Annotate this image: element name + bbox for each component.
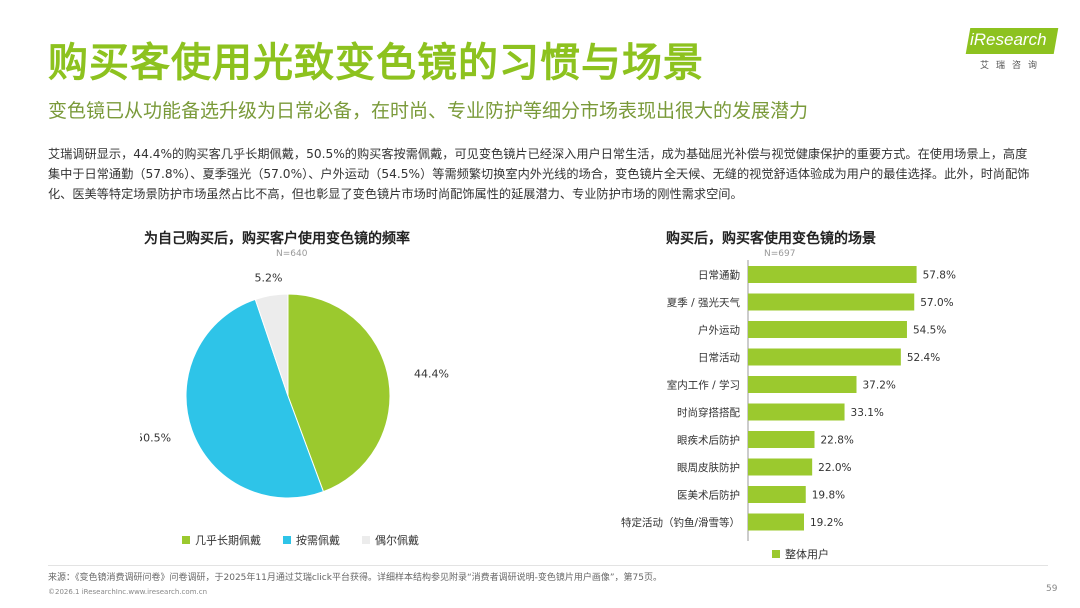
- bar-value-label: 33.1%: [851, 407, 884, 419]
- legend-label: 偶尔佩戴: [375, 534, 419, 547]
- legend-label: 几乎长期佩戴: [195, 534, 261, 547]
- source-note: 来源：《变色镜消费调研问卷》问卷调研，于2025年11月通过艾瑞click平台获…: [48, 573, 662, 583]
- bar-value-label: 37.2%: [863, 380, 896, 392]
- pie-slice-1: [185, 298, 325, 499]
- bar-chart: 日常通勤 57.8% 夏季 / 强光天气 57.0% 户外运动 54.5% 日常活动 52.4…: [621, 260, 956, 541]
- bar-chart-n: N=697: [764, 249, 796, 259]
- bar-category-label: 夏季 / 强光天气: [667, 296, 741, 309]
- bar-chart-title: 购买后，购买客使用变色镜的场景: [666, 231, 876, 247]
- bar-value-label: 57.8%: [923, 270, 956, 282]
- pie-label-1: 50.5%: [140, 431, 171, 444]
- bar-category-label: 医美术后防护: [677, 489, 740, 502]
- bar-category-label: 特定活动（钓鱼/滑雪等）: [621, 516, 740, 529]
- logo-text: iResearch: [970, 30, 1047, 49]
- pie-legend-item-0: 几乎长期佩戴: [182, 532, 261, 548]
- bar-category-label: 日常通勤: [698, 269, 740, 282]
- pie-legend: 几乎长期佩戴 按需佩戴 偶尔佩戴: [182, 532, 441, 548]
- pie-chart: 44.4% 50.5% 5.2%: [140, 272, 449, 499]
- bar-4: [748, 376, 857, 393]
- bar-category-label: 户外运动: [698, 324, 740, 337]
- bar-category-label: 日常活动: [698, 351, 740, 364]
- page-number: 59: [1046, 584, 1058, 594]
- legend-swatch: [362, 536, 370, 544]
- page-title: 购买客使用光致变色镜的习惯与场景: [48, 40, 704, 86]
- pie-label-0: 44.4%: [414, 367, 449, 380]
- bar-value-label: 19.8%: [812, 490, 845, 502]
- bar-9: [748, 513, 804, 531]
- bar-8: [748, 486, 806, 503]
- bar-6: [748, 431, 815, 448]
- pie-legend-item-2: 偶尔佩戴: [362, 532, 419, 548]
- bar-1: [748, 293, 915, 311]
- bar-value-label: 22.0%: [818, 462, 851, 474]
- bar-category-label: 眼疾术后防护: [677, 434, 740, 447]
- iresearch-logo: iResearch 艾瑞咨询: [962, 28, 1059, 72]
- bar-5: [748, 403, 845, 421]
- legend-swatch: [182, 536, 190, 544]
- bar-value-label: 22.8%: [821, 435, 854, 447]
- pie-label-2: 5.2%: [255, 272, 283, 285]
- bar-category-label: 室内工作 / 学习: [667, 379, 740, 392]
- bar-7: [748, 458, 813, 476]
- legend-label: 整体用户: [785, 548, 829, 561]
- legend-label: 按需佩戴: [296, 534, 340, 547]
- bar-category-label: 眼周皮肤防护: [677, 461, 740, 474]
- summary-paragraph: 艾瑞调研显示，44.4%的购买客几乎长期佩戴，50.5%的购买客按需佩戴，可见变…: [48, 147, 1030, 201]
- legend-swatch: [772, 550, 780, 558]
- bar-3: [748, 348, 901, 366]
- bar-value-label: 57.0%: [920, 297, 953, 309]
- bar-0: [748, 266, 917, 283]
- legend-swatch: [283, 536, 291, 544]
- bar-2: [748, 321, 907, 338]
- page-subtitle: 变色镜已从功能备选升级为日常必备，在时尚、专业防护等细分市场表现出很大的发展潜力: [48, 100, 809, 122]
- bar-legend: 整体用户: [772, 546, 851, 562]
- pie-chart-title: 为自己购买后，购买客户使用变色镜的频率: [144, 231, 410, 247]
- copyright: ©2026.1 iResearchInc.www.iresearch.com.c…: [48, 588, 208, 596]
- bar-value-label: 54.5%: [913, 325, 946, 337]
- pie-slice-2: [254, 293, 289, 397]
- bar-category-label: 时尚穿搭搭配: [677, 406, 740, 419]
- logo-subtext: 艾瑞咨询: [980, 61, 1045, 71]
- bar-value-label: 19.2%: [810, 517, 843, 529]
- bar-value-label: 52.4%: [907, 352, 940, 364]
- pie-slice-0: [287, 293, 391, 493]
- bar-legend-item: 整体用户: [772, 546, 829, 562]
- footer-divider: [48, 565, 1048, 566]
- pie-legend-item-1: 按需佩戴: [283, 532, 340, 548]
- pie-chart-n: N=640: [276, 249, 308, 259]
